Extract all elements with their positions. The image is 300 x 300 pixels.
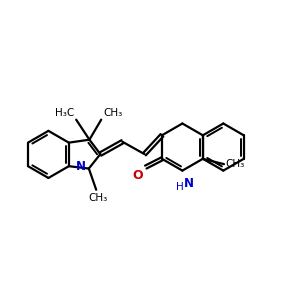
Text: N: N <box>76 160 85 173</box>
Text: O: O <box>133 169 143 182</box>
Text: H: H <box>176 182 183 192</box>
Text: H₃C: H₃C <box>55 108 74 118</box>
Text: N: N <box>184 177 194 190</box>
Text: CH₃: CH₃ <box>88 193 107 203</box>
Text: CH₃: CH₃ <box>103 108 122 118</box>
Text: CH₃: CH₃ <box>226 159 245 169</box>
